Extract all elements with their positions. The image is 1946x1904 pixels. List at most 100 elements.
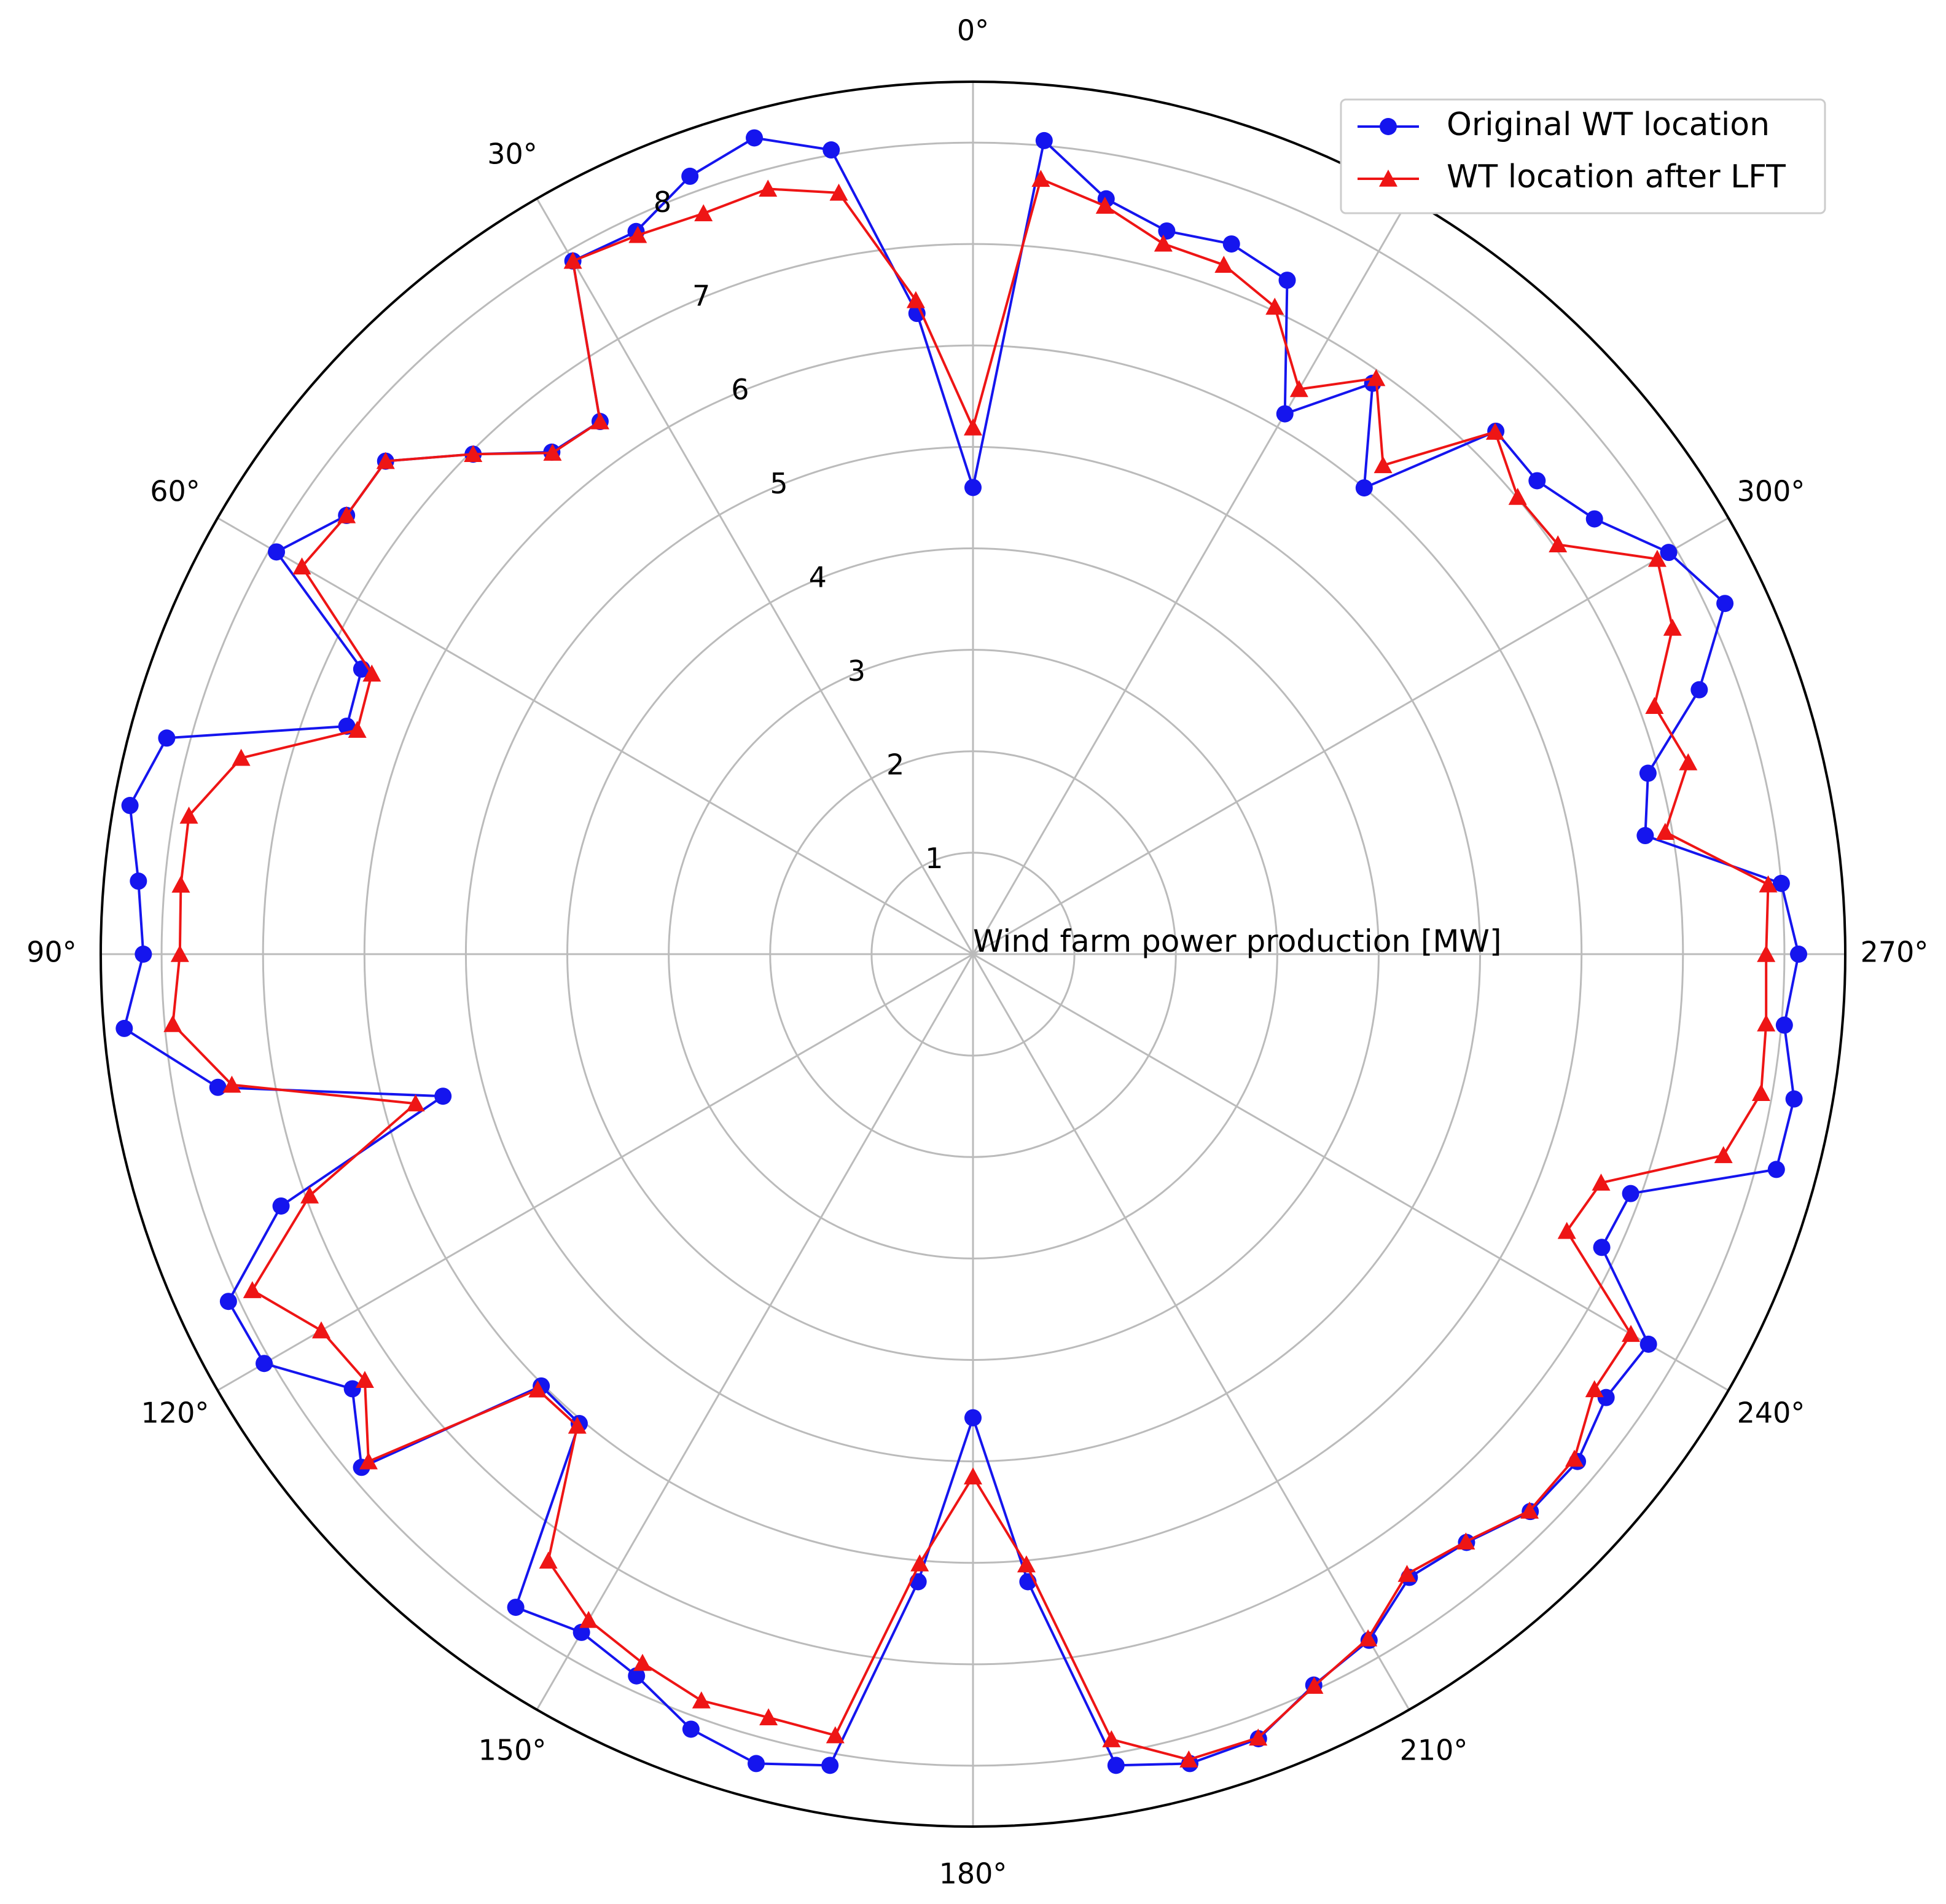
radial-tick-label: 1 <box>925 842 943 875</box>
angular-gridline <box>972 198 1410 955</box>
data-point-after_lft <box>1031 170 1050 187</box>
data-point-original <box>823 141 840 159</box>
data-point-after_lft <box>563 251 582 269</box>
data-point-original <box>746 129 764 147</box>
data-point-after_lft <box>1645 697 1664 714</box>
data-point-original <box>1035 131 1053 149</box>
data-series <box>115 129 1808 1774</box>
radial-gridline <box>464 445 1482 1463</box>
data-point-after_lft <box>243 1281 262 1298</box>
data-point-original <box>272 1197 290 1215</box>
angular-gridline <box>972 953 1729 1392</box>
angular-gridline <box>217 517 974 955</box>
data-point-after_lft <box>964 418 982 436</box>
angular-tick-label: 60° <box>150 475 200 508</box>
data-point-original <box>130 872 147 890</box>
data-point-original <box>1639 1335 1657 1353</box>
angular-tick-label: 0° <box>957 14 989 47</box>
data-point-after_lft <box>628 225 647 243</box>
data-point-after_lft <box>826 1726 845 1744</box>
angular-tick-label: 300° <box>1737 475 1805 508</box>
data-point-after_lft <box>1679 753 1698 770</box>
data-point-original <box>1716 595 1734 613</box>
data-point-after_lft <box>539 1551 558 1569</box>
data-point-original <box>209 1078 227 1096</box>
data-point-original <box>1772 874 1790 892</box>
data-point-after_lft <box>355 1371 374 1389</box>
angular-gridline <box>536 198 974 955</box>
radial-gridline <box>363 344 1583 1564</box>
data-point-after_lft <box>759 179 778 197</box>
legend-item-original: Original WT location <box>1358 106 1770 143</box>
data-point-original <box>964 1409 982 1427</box>
radial-tick-label: 4 <box>809 560 827 594</box>
data-point-after_lft <box>300 1186 319 1204</box>
data-point-original <box>1690 681 1708 699</box>
data-point-after_lft <box>348 721 367 738</box>
angular-gridline <box>536 954 974 1710</box>
data-point-after_lft <box>692 1691 711 1709</box>
data-point-after_lft <box>163 1014 182 1032</box>
radial-tick-label: 8 <box>654 186 671 219</box>
data-point-after_lft <box>694 204 713 222</box>
data-point-after_lft <box>1485 423 1504 440</box>
data-point-after_lft <box>633 1653 652 1671</box>
radial-tick-label: 2 <box>886 748 904 781</box>
data-point-after_lft <box>1359 1629 1378 1647</box>
data-point-after_lft <box>1095 197 1114 214</box>
data-point-after_lft <box>1622 1325 1641 1342</box>
radial-gridline <box>769 750 1177 1158</box>
data-point-after_lft <box>1305 1677 1324 1694</box>
center-label: Wind farm power production [MW] <box>973 923 1501 959</box>
polar-grid <box>101 82 1845 1827</box>
radial-tick-label: 6 <box>731 373 749 406</box>
data-point-after_lft <box>232 748 251 766</box>
data-point-after_lft <box>829 183 848 201</box>
data-point-original <box>1222 235 1240 253</box>
data-point-after_lft <box>362 664 381 682</box>
data-point-original <box>1276 405 1294 423</box>
data-point-original <box>1785 1090 1803 1108</box>
data-point-original <box>1597 1389 1615 1406</box>
data-point-after_lft <box>179 806 198 824</box>
data-point-after_lft <box>1017 1555 1036 1573</box>
angular-gridline <box>972 954 1410 1710</box>
data-point-after_lft <box>170 945 189 962</box>
legend-circle-marker <box>1380 118 1397 135</box>
data-point-original <box>1767 1161 1785 1178</box>
radial-gridline <box>566 547 1380 1361</box>
data-point-after_lft <box>464 445 483 462</box>
data-point-after_lft <box>1179 1750 1198 1768</box>
data-point-after_lft <box>311 1321 330 1339</box>
data-point-after_lft <box>1214 256 1233 273</box>
data-point-original <box>748 1755 765 1773</box>
data-point-after_lft <box>376 452 395 469</box>
data-point-after_lft <box>1367 369 1386 386</box>
data-point-original <box>1528 472 1546 490</box>
angular-tick-label: 180° <box>939 1857 1007 1890</box>
data-point-original <box>682 1720 700 1738</box>
angular-tick-label: 120° <box>141 1397 209 1430</box>
data-point-original <box>1790 946 1808 963</box>
angular-tick-label: 90° <box>26 936 77 969</box>
data-point-after_lft <box>1557 1221 1576 1239</box>
data-point-original <box>1278 272 1296 289</box>
radial-tick-label: 5 <box>770 467 787 500</box>
data-point-after_lft <box>1592 1173 1611 1191</box>
polar-frame <box>100 80 1846 1828</box>
data-point-original <box>964 479 982 496</box>
data-point-after_lft <box>292 557 311 575</box>
data-point-after_lft <box>759 1708 778 1726</box>
angular-gridline <box>217 953 974 1392</box>
radial-gridline <box>668 649 1278 1260</box>
data-point-original <box>115 1019 133 1037</box>
data-point-original <box>681 167 699 185</box>
data-point-after_lft <box>1456 1532 1475 1549</box>
radial-gridline <box>160 141 1786 1767</box>
data-point-after_lft <box>1565 1449 1584 1467</box>
data-point-after_lft <box>1508 487 1527 505</box>
data-point-original <box>256 1355 273 1373</box>
data-point-after_lft <box>1154 234 1173 252</box>
data-point-after_lft <box>910 1554 929 1572</box>
